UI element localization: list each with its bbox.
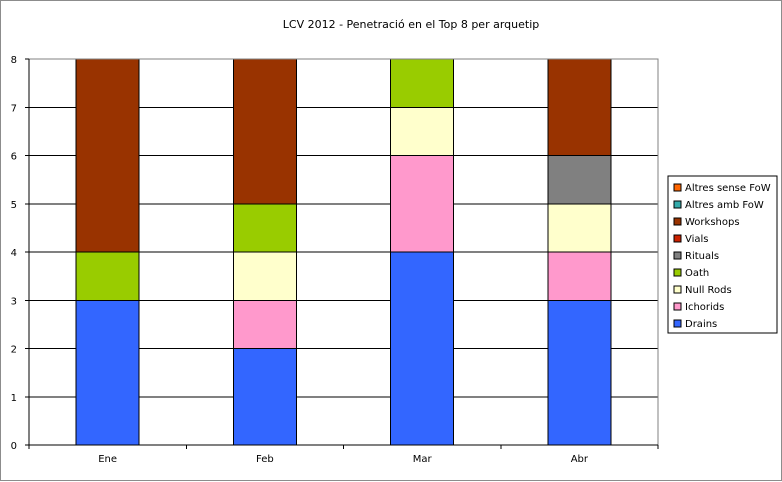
legend-swatch	[673, 200, 682, 209]
legend-label: Oath	[685, 268, 709, 279]
legend-label: Workshops	[685, 217, 740, 228]
bar-segment	[390, 106, 455, 156]
legend-swatch	[673, 285, 682, 294]
y-tick-label: 5	[11, 200, 17, 211]
x-tick-label: Abr	[571, 454, 589, 465]
bar-segment	[232, 251, 297, 301]
legend: Altres sense FoW Altres amb FoW Workshops V…	[667, 175, 778, 334]
legend-swatch	[673, 268, 682, 277]
y-axis-ticks: 0 1 2 3 4 5 6 7 8	[11, 55, 29, 452]
x-tick-label: Mar	[413, 454, 433, 465]
legend-swatch	[673, 217, 682, 226]
x-axis-ticks: Ene Feb Mar Abr	[28, 445, 659, 465]
chart-title: LCV 2012 - Penetració en el Top 8 per ar…	[283, 18, 539, 31]
bar-segment	[232, 299, 297, 349]
legend-swatch	[673, 319, 682, 328]
bar-segment	[75, 299, 140, 446]
x-tick-label: Ene	[98, 454, 117, 465]
y-tick-label: 6	[11, 152, 17, 163]
y-tick-label: 2	[11, 345, 17, 356]
bar-segment	[232, 348, 297, 446]
y-tick-label: 3	[11, 296, 17, 307]
legend-label: Null Rods	[685, 285, 732, 296]
legend-label: Ichorids	[685, 302, 724, 313]
bar-segment	[547, 299, 612, 446]
bar-segment	[390, 58, 455, 108]
legend-box	[667, 175, 778, 334]
bar-segment	[232, 58, 297, 205]
bar-segment	[232, 203, 297, 253]
bar-segment	[390, 155, 455, 253]
legend-label: Vials	[685, 234, 709, 245]
legend-label: Altres sense FoW	[685, 183, 771, 194]
legend-swatch	[673, 302, 682, 311]
legend-swatch	[673, 251, 682, 260]
legend-swatch	[673, 234, 682, 243]
bar-segment	[75, 58, 140, 253]
bars	[75, 58, 612, 446]
y-tick-label: 0	[11, 441, 17, 452]
legend-label: Rituals	[685, 251, 719, 262]
legend-swatch	[673, 183, 682, 192]
bar-segment	[547, 155, 612, 205]
legend-label: Drains	[685, 319, 717, 330]
y-tick-label: 7	[11, 103, 17, 114]
legend-label: Altres amb FoW	[685, 200, 764, 211]
y-tick-label: 1	[11, 393, 17, 404]
y-tick-label: 8	[11, 55, 17, 66]
bar-segment	[547, 251, 612, 301]
bar-segment	[390, 251, 455, 446]
bar-segment	[75, 251, 140, 301]
bar-segment	[547, 58, 612, 156]
x-tick-label: Feb	[256, 454, 274, 465]
bar-segment	[547, 203, 612, 253]
y-tick-label: 4	[11, 248, 17, 259]
